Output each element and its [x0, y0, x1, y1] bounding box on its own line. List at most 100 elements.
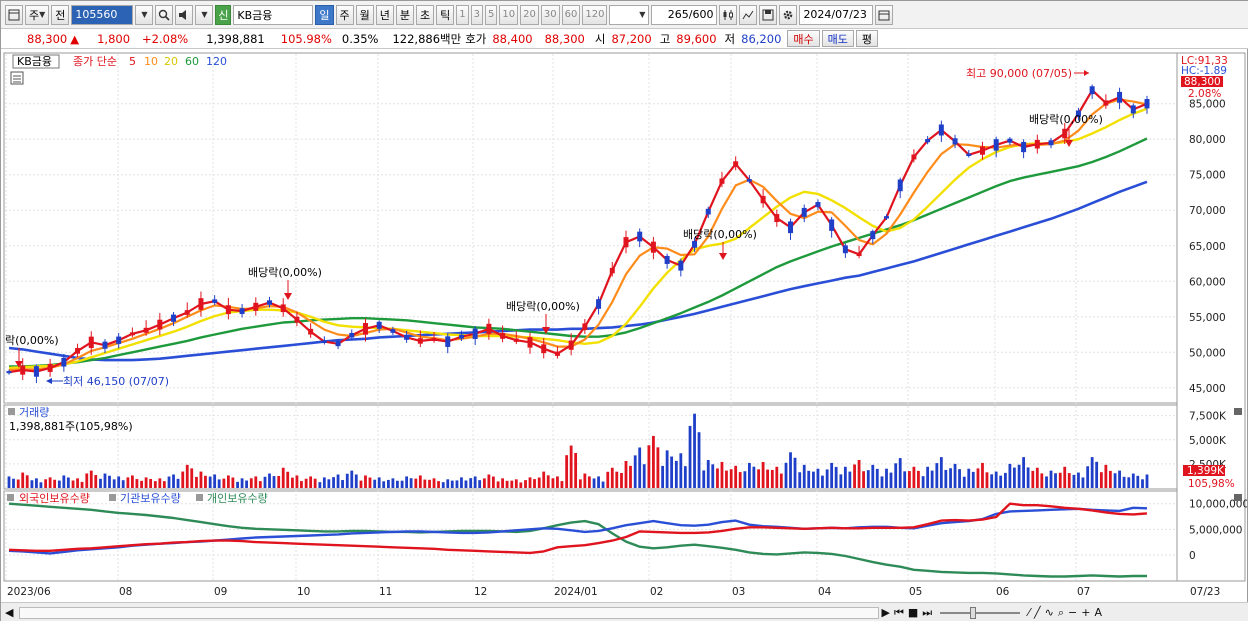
- scroll-right-icon[interactable]: ▶: [881, 606, 890, 619]
- scroll-bar[interactable]: ◀ ▶ ⏮ ■ ⏭ ⁄ ╱ ∿ ⌕ − + A: [1, 602, 1248, 621]
- candle-style-button[interactable]: [719, 4, 738, 25]
- period-month-button[interactable]: 월: [355, 4, 374, 25]
- zoom-in-icon[interactable]: +: [1081, 606, 1091, 619]
- count-input[interactable]: 265/600: [651, 4, 718, 25]
- line-tool-icon[interactable]: ╱: [1034, 606, 1041, 619]
- period-second-button[interactable]: 초: [416, 4, 435, 25]
- volume-bar: [35, 478, 38, 488]
- candle-body: [143, 327, 149, 333]
- volume-bar: [478, 480, 482, 488]
- volume-pane-close-icon[interactable]: [1234, 408, 1242, 415]
- volume-bar: [409, 478, 413, 488]
- volume-bar: [615, 471, 619, 488]
- text-tool-icon[interactable]: A: [1094, 606, 1102, 619]
- candle-body: [774, 214, 780, 223]
- date-input[interactable]: 2024/07/23: [799, 4, 874, 25]
- interval-10-button[interactable]: 10: [499, 4, 519, 25]
- save-button[interactable]: [759, 4, 778, 25]
- stock-name-field[interactable]: KB금융: [233, 4, 314, 25]
- window-menu-icon[interactable]: [5, 4, 23, 25]
- candle-body: [883, 216, 889, 219]
- period-minute-button[interactable]: 분: [395, 4, 415, 25]
- last-page-icon[interactable]: ⏭: [922, 605, 933, 619]
- sound-dropdown-button[interactable]: ▼: [195, 4, 214, 25]
- candle-body: [102, 341, 108, 349]
- volume-bar: [761, 461, 765, 488]
- volume-bar: [574, 452, 578, 488]
- dividend-arrow-icon-4: [719, 253, 727, 260]
- legend-box[interactable]: [12, 54, 60, 69]
- prev-button[interactable]: 전: [51, 4, 70, 25]
- scroll-left-icon[interactable]: ◀: [5, 606, 14, 619]
- interval-3-button[interactable]: 3: [470, 4, 484, 25]
- volume-bar: [16, 479, 20, 488]
- volume-bar: [825, 469, 829, 488]
- interval-30-button[interactable]: 30: [540, 4, 560, 25]
- holding-pane-close-icon[interactable]: [1234, 494, 1242, 501]
- scroll-track[interactable]: [19, 606, 880, 619]
- stock-code-input[interactable]: 105560: [71, 4, 134, 25]
- volume-bar: [953, 463, 957, 488]
- period-year-button[interactable]: 년: [375, 4, 394, 25]
- chart-area[interactable]: 85,000 80,000 75,000 70,000 65,000 60,000 55,0…: [1, 50, 1248, 602]
- volume-bar: [1031, 470, 1035, 488]
- volume-bar: [1077, 472, 1080, 488]
- interval-20-button[interactable]: 20: [520, 4, 539, 25]
- chart-svg[interactable]: 85,00080,00075,00070,00065,00060,00055,0…: [1, 50, 1247, 602]
- volume-bar: [162, 481, 166, 488]
- volume-bar: [1049, 470, 1053, 488]
- interval-60-button[interactable]: 60: [561, 4, 581, 25]
- hoga-label: 호가: [465, 31, 487, 46]
- custom-interval-input[interactable]: ▼: [609, 4, 650, 25]
- legend-stock: KB금융: [17, 55, 52, 68]
- evaluate-button[interactable]: 평: [855, 30, 879, 47]
- volume-bar: [1090, 457, 1094, 488]
- candle-body: [294, 316, 300, 323]
- volume-bar: [53, 479, 57, 488]
- zoom-out-icon[interactable]: −: [1068, 606, 1078, 619]
- legend-ma60: 60: [185, 55, 199, 68]
- trend-tool-icon[interactable]: ⁄: [1028, 606, 1030, 619]
- volume-bar: [300, 481, 303, 488]
- settings-button[interactable]: [779, 4, 798, 25]
- holding-pane-icon[interactable]: [7, 494, 14, 501]
- price-pane[interactable]: [3, 52, 1178, 404]
- volume-bar: [277, 475, 281, 488]
- pane-options-icon[interactable]: [10, 71, 24, 85]
- draw-tool-button[interactable]: [739, 4, 758, 25]
- period-week-button[interactable]: 주: [335, 4, 354, 25]
- volume-bar: [1063, 466, 1067, 488]
- volume-bar: [789, 452, 792, 488]
- signal-badge[interactable]: 신: [215, 4, 232, 25]
- volume-bar: [1058, 472, 1062, 488]
- first-page-icon[interactable]: ⏮: [893, 605, 904, 619]
- volume-bar: [1017, 464, 1021, 488]
- candle-body: [554, 351, 560, 356]
- holding-pane[interactable]: [3, 490, 1178, 582]
- period-tick-button[interactable]: 틱: [436, 4, 455, 25]
- zigzag-tool-icon[interactable]: ∿: [1044, 606, 1054, 619]
- calendar-button[interactable]: [875, 4, 894, 25]
- volume-bar: [231, 477, 235, 488]
- magnifier-icon[interactable]: ⌕: [1057, 605, 1065, 619]
- volume-pane-icon[interactable]: [8, 408, 15, 415]
- buy-button[interactable]: 매수: [787, 30, 820, 47]
- interval-1-button[interactable]: 1: [456, 4, 469, 25]
- legend-individual: 개인보유수량: [207, 492, 268, 505]
- code-dropdown-button[interactable]: ▼: [135, 4, 154, 25]
- candle-body: [1103, 100, 1109, 106]
- sell-button[interactable]: 매도: [821, 30, 854, 47]
- volume-bar: [1045, 476, 1048, 488]
- period-type-select[interactable]: 주 ▼: [25, 4, 50, 25]
- candle-body: [321, 340, 327, 343]
- interval-5-button[interactable]: 5: [485, 4, 498, 25]
- sound-button[interactable]: [175, 4, 194, 25]
- low-arrow-icon: [46, 378, 52, 384]
- stop-icon[interactable]: ■: [907, 606, 919, 619]
- volume-bar: [1081, 477, 1085, 488]
- period-day-button[interactable]: 일: [315, 4, 334, 25]
- interval-120-button[interactable]: 120: [582, 4, 608, 25]
- candle-body: [568, 340, 574, 350]
- zoom-slider[interactable]: [940, 606, 1021, 619]
- search-button[interactable]: [155, 4, 174, 25]
